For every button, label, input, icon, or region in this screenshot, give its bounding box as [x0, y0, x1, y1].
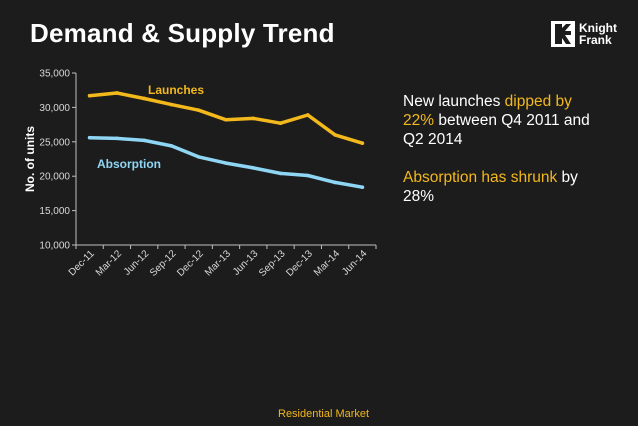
annotation-launches-post: between Q4 2011 and Q2 2014 — [403, 112, 590, 148]
x-tick-label: Dec-13 — [284, 248, 315, 279]
data-point-absorption — [333, 180, 337, 185]
annotation-absorption-highlight: Absorption has shrunk — [403, 169, 558, 186]
x-tick-label: Dec-11 — [67, 248, 97, 278]
chart-series — [87, 91, 365, 190]
x-tick-label: Mar-13 — [203, 248, 233, 278]
data-point-launches — [360, 141, 365, 145]
data-point-launches — [278, 121, 283, 126]
chart-labels: 10,000 15,000 20,000 25,000 30,000 35,000 Dec-… — [23, 69, 370, 279]
data-point-launches — [142, 96, 146, 101]
data-point-launches — [115, 91, 119, 95]
x-tick-label: Mar-12 — [94, 248, 124, 278]
annotation-absorption: Absorption has shrunk by 28% — [403, 168, 603, 206]
data-point-absorption — [360, 185, 365, 190]
logo-text-line2: Frank — [579, 33, 612, 47]
knight-frank-logo-icon — [551, 21, 575, 47]
data-point-launches — [251, 116, 256, 121]
annotation-launches: New launches dipped by 22% between Q4 20… — [403, 92, 603, 149]
x-tick-label: Sep-13 — [257, 248, 288, 279]
series-label-absorption: Absorption — [97, 157, 161, 171]
annotation-absorption-post: by 28% — [403, 169, 578, 205]
y-tick-label: 20,000 — [39, 172, 70, 183]
x-tick-label: Dec-12 — [175, 248, 206, 279]
data-point-launches — [306, 113, 310, 117]
x-tick-label: Mar-14 — [312, 248, 342, 278]
knight-frank-logo: Knight Frank — [551, 21, 617, 47]
y-tick-label: 35,000 — [39, 69, 70, 80]
x-tick-label: Jun-14 — [340, 248, 370, 278]
x-tick-label: Jun-12 — [122, 248, 152, 278]
x-tick-label: Sep-12 — [148, 248, 179, 279]
y-axis-label: No. of units — [23, 126, 37, 192]
data-point-launches — [87, 93, 92, 98]
footer-label: Residential Market — [278, 408, 370, 420]
data-point-absorption — [224, 161, 228, 165]
data-point-launches — [169, 102, 174, 107]
y-tick-label: 10,000 — [39, 241, 70, 252]
data-point-launches — [333, 133, 337, 137]
data-point-absorption — [115, 136, 119, 141]
logo-text: Knight Frank — [579, 22, 617, 46]
series-label-launches: Launches — [148, 83, 204, 97]
data-point-absorption — [251, 166, 256, 170]
chart-axes — [72, 72, 377, 249]
y-tick-label: 15,000 — [39, 206, 70, 217]
data-point-launches — [196, 108, 201, 112]
annotation-launches-highlight: dipped by 22% — [403, 93, 572, 129]
data-point-launches — [224, 117, 228, 122]
data-point-absorption — [306, 173, 310, 178]
annotation-launches-pre: New launches — [403, 93, 505, 110]
y-tick-label: 25,000 — [39, 137, 70, 148]
data-point-absorption — [169, 144, 174, 148]
logo-text-line1: Knight — [579, 21, 617, 35]
data-point-absorption — [278, 171, 283, 176]
page-title: Demand & Supply Trend — [30, 18, 335, 48]
data-point-absorption — [196, 155, 201, 159]
annotation-text: New launches dipped by 22% between Q4 20… — [403, 92, 603, 225]
data-point-absorption — [87, 135, 92, 140]
x-tick-label: Jun-13 — [231, 248, 261, 278]
data-point-absorption — [142, 138, 146, 143]
y-tick-label: 30,000 — [39, 103, 70, 114]
